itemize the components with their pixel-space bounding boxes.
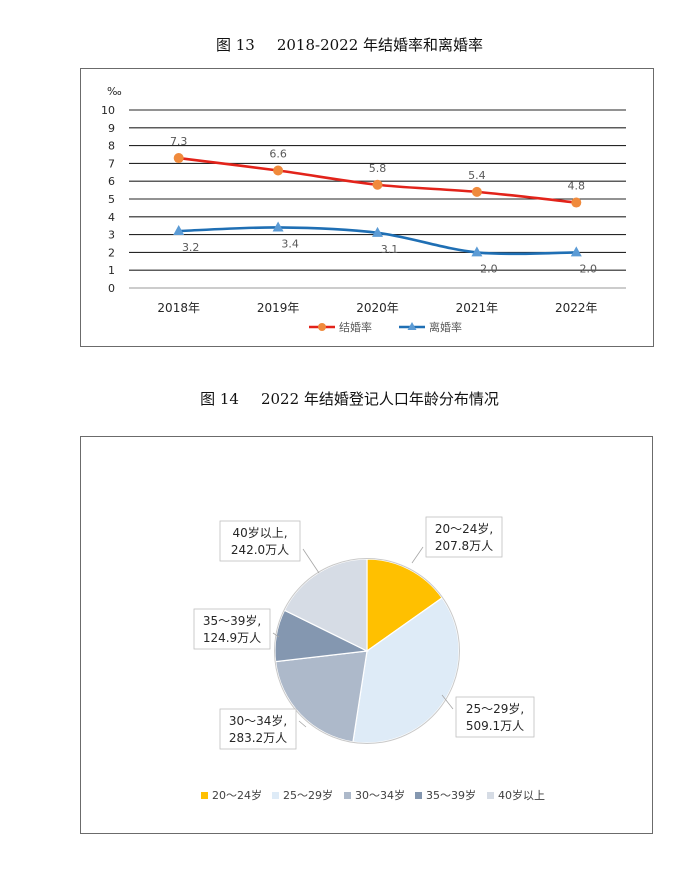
x-tick-label: 2019年 <box>257 301 300 315</box>
y-tick-label: 5 <box>108 193 115 206</box>
slice-label-value: 242.0万人 <box>231 543 289 557</box>
label-box <box>425 516 503 558</box>
y-tick-label: 2 <box>108 246 115 259</box>
legend-swatch <box>201 792 208 799</box>
line-chart: ‰ 0 1 2 3 4 5 6 7 8 9 10 2018年 2019年 2020年 2021年 2022年 7.… <box>101 85 626 334</box>
legend-label: 35～39岁 <box>426 788 476 802</box>
y-unit-label: ‰ <box>107 85 122 98</box>
legend-label: 20～24岁 <box>212 788 262 802</box>
legend-swatch <box>487 792 494 799</box>
figure-13-title: 图 13 2018-2022 年结婚率和离婚率 <box>0 34 699 55</box>
data-label: 4.8 <box>568 180 586 193</box>
data-point <box>272 221 284 232</box>
data-label: 6.6 <box>269 148 287 161</box>
label-box <box>455 696 535 738</box>
slice-label-name: 40岁以上, <box>232 525 287 540</box>
figure-14-caption: 2022 年结婚登记人口年龄分布情况 <box>260 390 499 408</box>
leader-line <box>411 546 424 564</box>
legend-label: 40岁以上 <box>498 788 545 802</box>
slice-label-value: 207.8万人 <box>435 539 493 553</box>
y-tick-label: 1 <box>108 264 115 277</box>
y-tick-label: 7 <box>108 157 115 170</box>
data-label: 2.0 <box>480 262 498 275</box>
legend-marker <box>318 323 326 331</box>
data-point <box>471 186 482 197</box>
leader-line <box>298 720 307 728</box>
data-point <box>372 226 383 237</box>
figure-13-caption: 2018-2022 年结婚率和离婚率 <box>276 36 484 54</box>
y-tick-label: 10 <box>101 104 115 117</box>
leader-line <box>302 548 320 574</box>
x-tick-label: 2021年 <box>456 301 499 315</box>
figure-14-number: 图 14 <box>200 390 239 408</box>
pie-chart: 20～24岁, 207.8万人 25～29岁, 509.1万人 30～34岁, 283.2… <box>193 516 545 802</box>
y-tick-label: 0 <box>108 282 115 295</box>
pie-slice <box>274 650 368 743</box>
data-point <box>173 225 185 236</box>
data-point <box>273 165 284 176</box>
figure-14-title: 图 14 2022 年结婚登记人口年龄分布情况 <box>0 388 699 409</box>
x-tick-label: 2018年 <box>157 301 200 315</box>
data-label: 3.4 <box>281 237 299 250</box>
data-point <box>571 197 582 208</box>
slice-label-name: 30～34岁, <box>229 713 287 728</box>
legend-marker <box>407 322 417 330</box>
y-tick-label: 6 <box>108 175 115 188</box>
data-label: 7.3 <box>170 135 188 148</box>
pie-chart-frame: 20～24岁, 207.8万人 25～29岁, 509.1万人 30～34岁, 283.2… <box>80 436 653 834</box>
y-tick-label: 4 <box>108 211 115 224</box>
slice-label-value: 283.2万人 <box>229 731 287 745</box>
data-label: 5.8 <box>369 162 387 175</box>
y-tick-label: 8 <box>108 140 115 153</box>
label-box <box>219 708 297 750</box>
leader-line <box>441 694 454 710</box>
legend-label: 25～29岁 <box>283 788 333 802</box>
data-label: 3.2 <box>182 241 200 254</box>
x-tick-label: 2022年 <box>555 301 598 315</box>
y-tick-label: 3 <box>108 229 115 242</box>
legend-label: 离婚率 <box>429 320 462 334</box>
slice-label-name: 20～24岁, <box>435 521 493 536</box>
pie-outline <box>274 558 460 744</box>
data-point <box>173 153 184 164</box>
legend-label: 30～34岁 <box>355 788 405 802</box>
data-point <box>471 246 483 257</box>
x-tick-label: 2020年 <box>356 301 399 315</box>
data-point <box>570 246 582 257</box>
legend-label: 结婚率 <box>339 320 372 334</box>
slice-label-name: 25～29岁, <box>466 701 524 716</box>
data-point <box>372 179 383 190</box>
line-chart-frame: ‰ 0 1 2 3 4 5 6 7 8 9 10 2018年 2019年 2020年 2021年 2022年 7.… <box>80 68 654 347</box>
label-box <box>193 608 271 650</box>
y-tick-label: 9 <box>108 122 115 135</box>
slice-label-value: 124.9万人 <box>203 631 261 645</box>
legend-swatch <box>344 792 351 799</box>
slice-label-value: 509.1万人 <box>466 719 524 733</box>
figure-13-number: 图 13 <box>215 36 255 54</box>
leader-line <box>272 632 280 638</box>
label-box <box>219 520 301 562</box>
data-label: 2.0 <box>580 262 598 275</box>
slice-label-name: 35～39岁, <box>203 613 261 628</box>
legend-swatch <box>272 792 279 799</box>
legend-swatch <box>415 792 422 799</box>
pie-slice <box>366 558 443 653</box>
pie-slice <box>283 558 368 652</box>
data-label: 5.4 <box>468 169 486 182</box>
data-label: 3.1 <box>381 243 399 256</box>
